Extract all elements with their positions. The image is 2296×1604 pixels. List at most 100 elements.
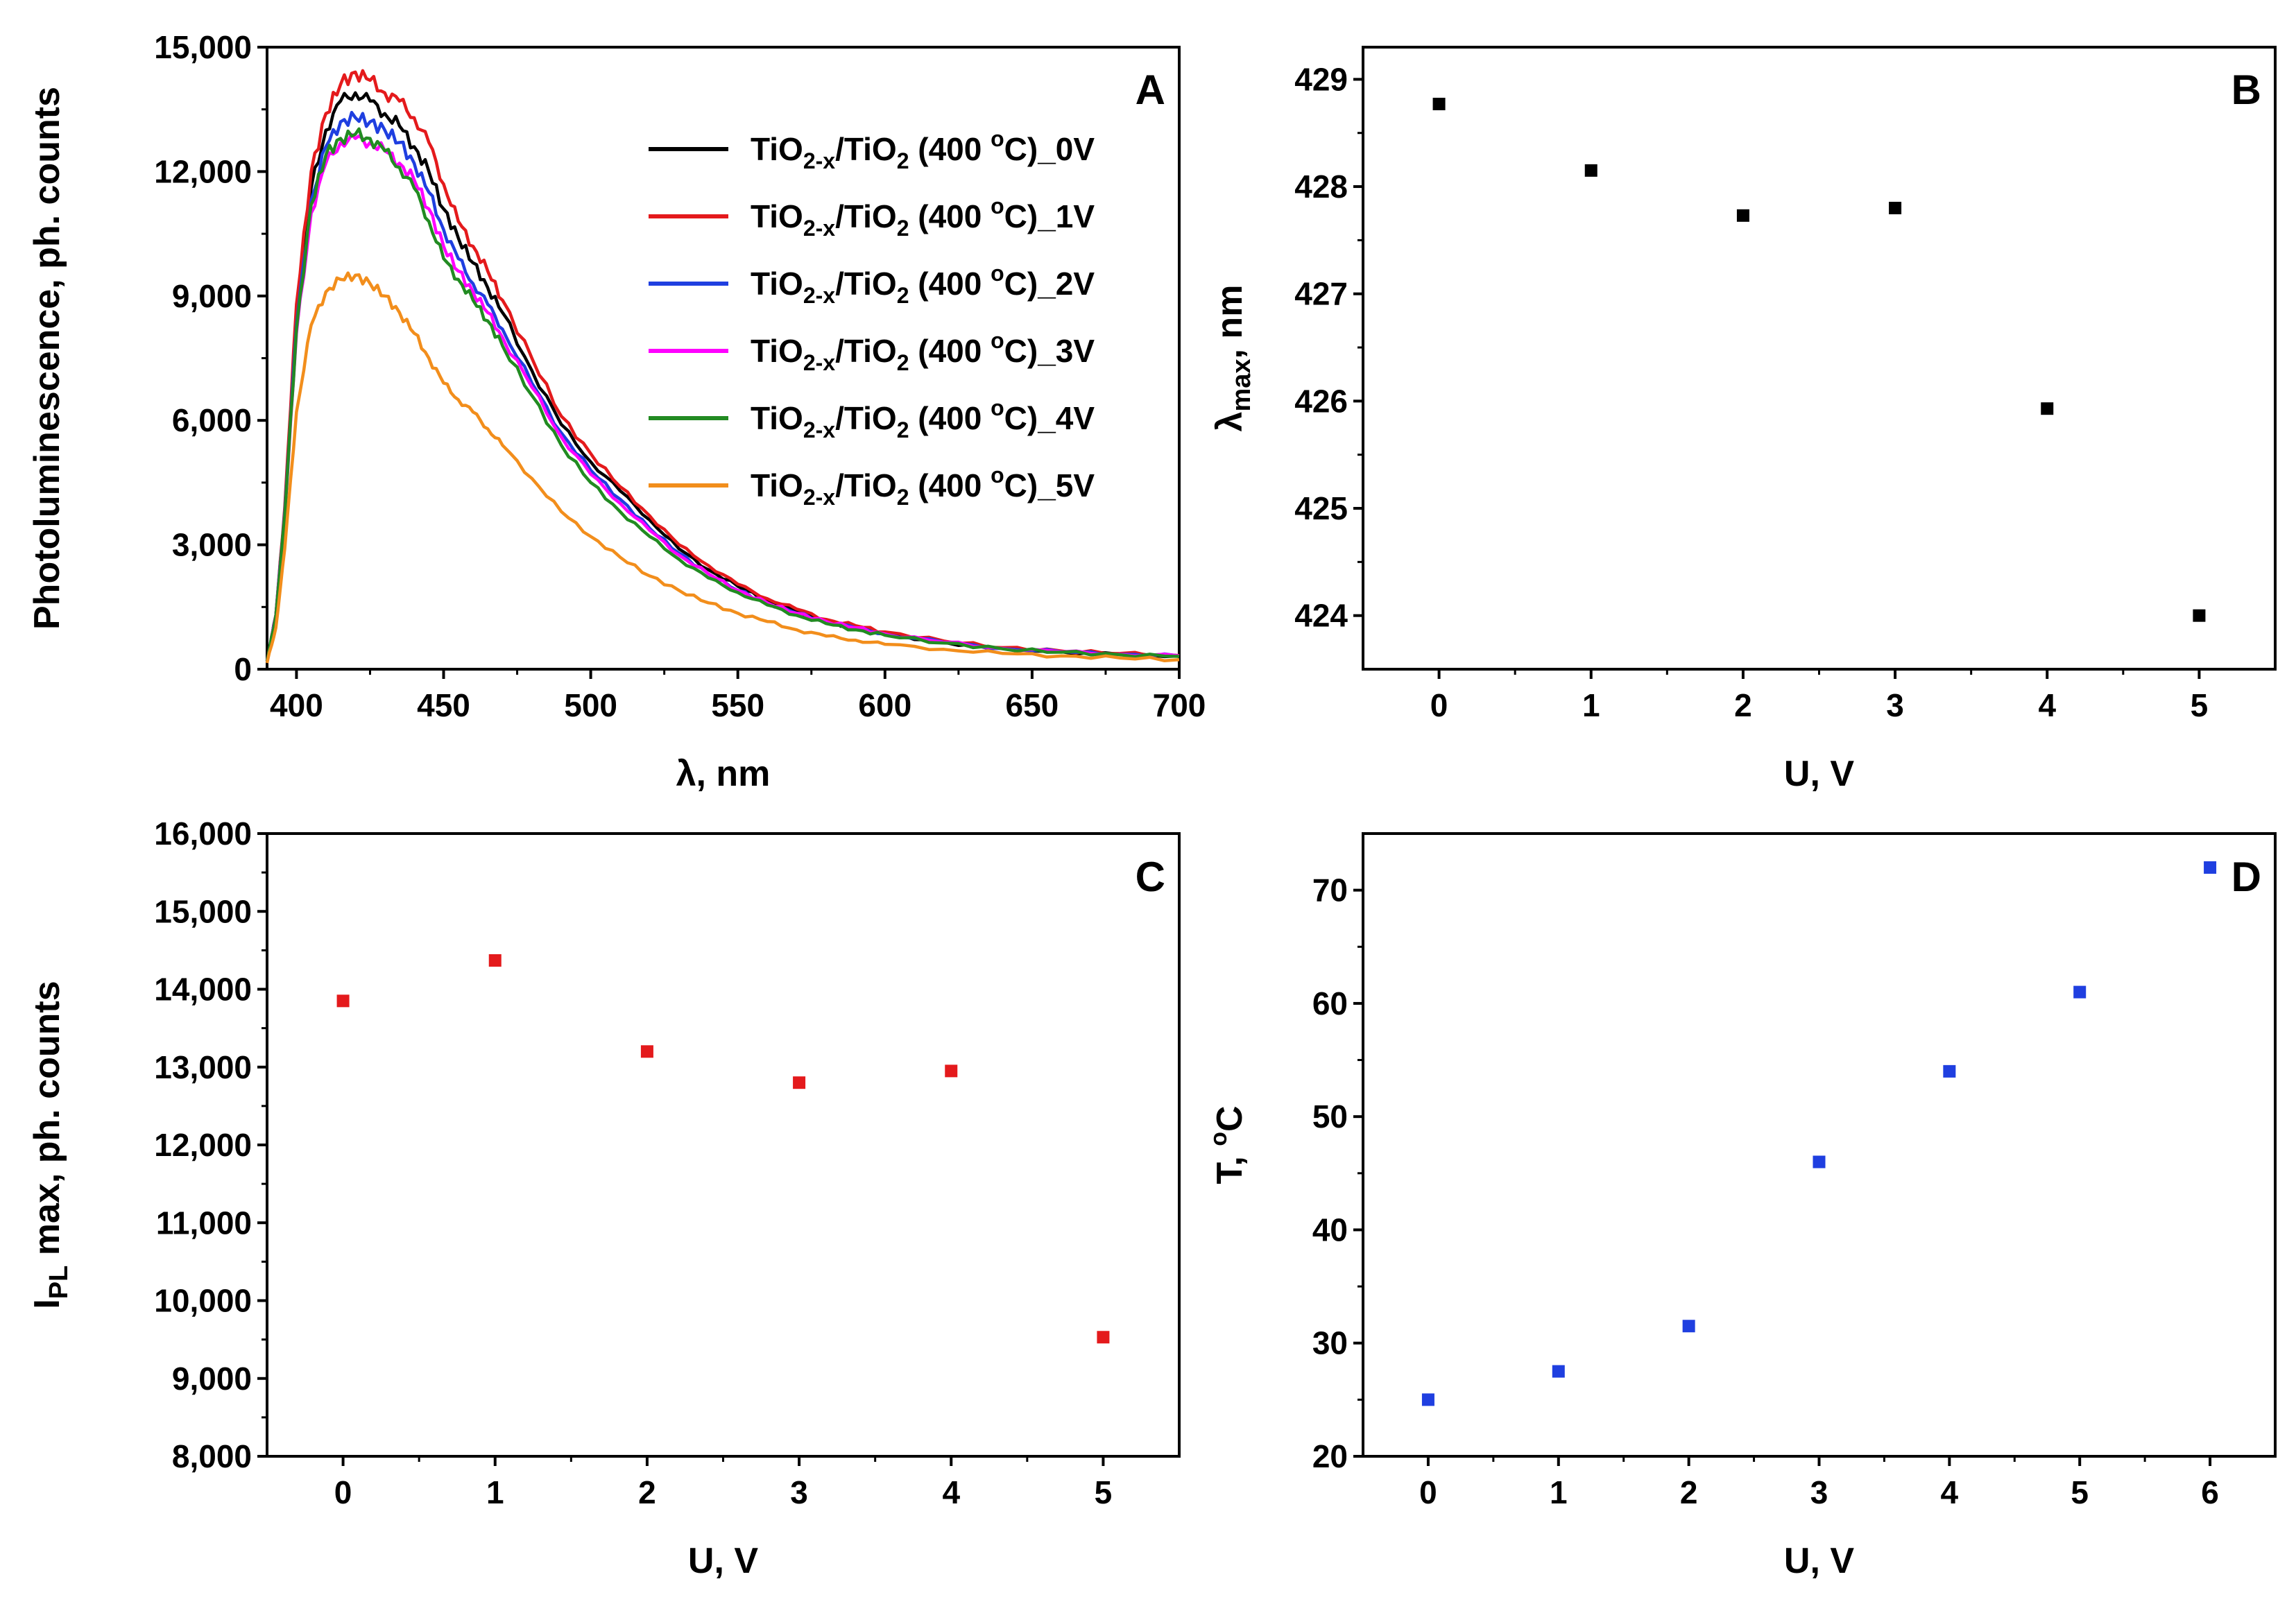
x-tick-label: 1: [1582, 687, 1600, 723]
y-axis-label-subscript: max: [1227, 359, 1256, 411]
legend-superscript: o: [991, 193, 1004, 218]
legend-subscript: 2-x: [803, 283, 835, 308]
legend-text: /TiO: [835, 467, 897, 503]
legend-subscript: 2: [897, 216, 909, 241]
x-tick-label: 400: [270, 687, 323, 723]
x-tick-label: 0: [334, 1474, 352, 1510]
x-tick-label: 6: [2201, 1474, 2219, 1510]
panel-letter: B: [2231, 67, 2261, 113]
legend-text: TiO: [751, 467, 803, 503]
legend-text: TiO: [751, 131, 803, 167]
data-point: [793, 1076, 806, 1089]
y-axis-label: Photoluminescence, ph. counts: [27, 87, 67, 630]
panel-letter: C: [1136, 854, 1165, 900]
x-tick-label: 4: [1941, 1474, 1959, 1510]
panel-letter: D: [2231, 854, 2261, 900]
data-point: [336, 994, 350, 1008]
data-point: [640, 1045, 653, 1058]
panel-c: 0 1 2 3 4 5 8,000 9,000 10,000 11,000 12,000 13,000…: [27, 816, 1181, 1581]
legend-entry: TiO2-x/TiO2 (400 oC)_1V: [751, 193, 1095, 241]
legend-text: /TiO: [835, 333, 897, 369]
data-point: [488, 954, 502, 967]
legend-text: (400: [909, 198, 991, 234]
y-tick-label: 427: [1294, 276, 1348, 312]
x-axis-label: U, V: [1784, 754, 1854, 794]
legend-subscript: 2-x: [803, 148, 835, 173]
y-tick-label: 15,000: [154, 893, 252, 929]
y-axis-label-subscript: PL: [44, 1266, 74, 1300]
legend-entry: TiO2-x/TiO2 (400 oC)_3V: [751, 328, 1095, 375]
x-tick-label: 4: [942, 1474, 960, 1510]
legend-text: TiO: [751, 333, 803, 369]
y-tick-label: 13,000: [154, 1049, 252, 1085]
data-point: [2204, 861, 2217, 874]
series-line-5: [265, 271, 1180, 664]
data-point: [2193, 609, 2206, 622]
data-point: [1889, 201, 1902, 214]
y-tick-label: 3,000: [172, 527, 252, 563]
legend-subscript: 2: [897, 485, 909, 510]
y-tick-label: 9,000: [172, 1361, 252, 1397]
x-tick-label: 0: [1430, 687, 1448, 723]
legend-text: (400: [909, 400, 991, 436]
y-axis-label: T, oC: [1206, 1105, 1250, 1184]
x-tick-label: 2: [1734, 687, 1752, 723]
series-line-3: [265, 132, 1180, 662]
data-point: [1736, 209, 1749, 222]
legend-superscript: o: [991, 463, 1004, 488]
data-point: [1682, 1320, 1695, 1333]
data-point: [1552, 1365, 1565, 1378]
data-point: [1421, 1393, 1434, 1406]
x-tick-label: 4: [2038, 687, 2056, 723]
y-tick-label: 12,000: [154, 153, 252, 189]
legend-text: /TiO: [835, 266, 897, 302]
y-tick-label: 429: [1294, 61, 1348, 97]
legend-entry: TiO2-x/TiO2 (400 oC)_0V: [751, 126, 1095, 173]
legend-text: /TiO: [835, 400, 897, 436]
legend-entry: TiO2-x/TiO2 (400 oC)_2V: [751, 261, 1095, 308]
y-tick-label: 6,000: [172, 402, 252, 438]
y-tick-label: 50: [1312, 1098, 1348, 1135]
x-tick-label: 1: [1550, 1474, 1568, 1510]
y-tick-label: 16,000: [154, 816, 252, 852]
x-tick-label: 3: [790, 1474, 808, 1510]
x-tick-label: 5: [2191, 687, 2209, 723]
x-tick-label: 1: [486, 1474, 504, 1510]
panel-d: 0 1 2 3 4 5 6 20 30 40 50 60 70 U, V T, oC D: [1206, 832, 2277, 1581]
data-point: [945, 1064, 958, 1078]
legend-text: TiO: [751, 198, 803, 234]
x-axis-label: U, V: [1784, 1541, 1854, 1581]
data-point: [1813, 1155, 1826, 1168]
legend-subscript: 2-x: [803, 350, 835, 375]
legend-subscript: 2-x: [803, 216, 835, 241]
y-tick-label: 426: [1294, 383, 1348, 419]
legend-text: (400: [909, 333, 991, 369]
legend-text: C)_2V: [1004, 266, 1095, 302]
panel-a: 400 450 500 550 600 650 700 0 3,000 6,000 9,000 12,…: [27, 29, 1206, 794]
x-tick-label: 550: [711, 687, 764, 723]
plot-frame: [266, 832, 1181, 1458]
y-axis-label-main: λ: [1210, 411, 1250, 431]
legend-subscript: 2: [897, 148, 909, 173]
y-axis-label: λmax, nm: [1210, 285, 1256, 432]
legend-text: TiO: [751, 266, 803, 302]
panel-b: 0 1 2 3 4 5 424 425 426 427 428 429 U, V λmax, nm B: [1210, 46, 2277, 794]
legend-text: C)_5V: [1004, 467, 1095, 503]
y-tick-label: 0: [234, 651, 252, 687]
legend-text: (400: [909, 266, 991, 302]
legend-subscript: 2: [897, 417, 909, 442]
y-tick-label: 9,000: [172, 278, 252, 314]
legend-superscript: o: [991, 261, 1004, 286]
x-axis-label: U, V: [688, 1541, 758, 1581]
legend-entry: TiO2-x/TiO2 (400 oC)_5V: [751, 463, 1095, 510]
x-tick-label: 600: [858, 687, 911, 723]
legend-subscript: 2-x: [803, 417, 835, 442]
x-tick-label: 3: [1810, 1474, 1828, 1510]
legend-text: (400: [909, 131, 991, 167]
legend-text: /TiO: [835, 198, 897, 234]
y-tick-label: 60: [1312, 985, 1348, 1021]
y-axis-label-main: I: [27, 1299, 67, 1309]
y-tick-label: 8,000: [172, 1438, 252, 1474]
y-axis-label-superscript: o: [1206, 1132, 1232, 1146]
legend-subscript: 2: [897, 350, 909, 375]
